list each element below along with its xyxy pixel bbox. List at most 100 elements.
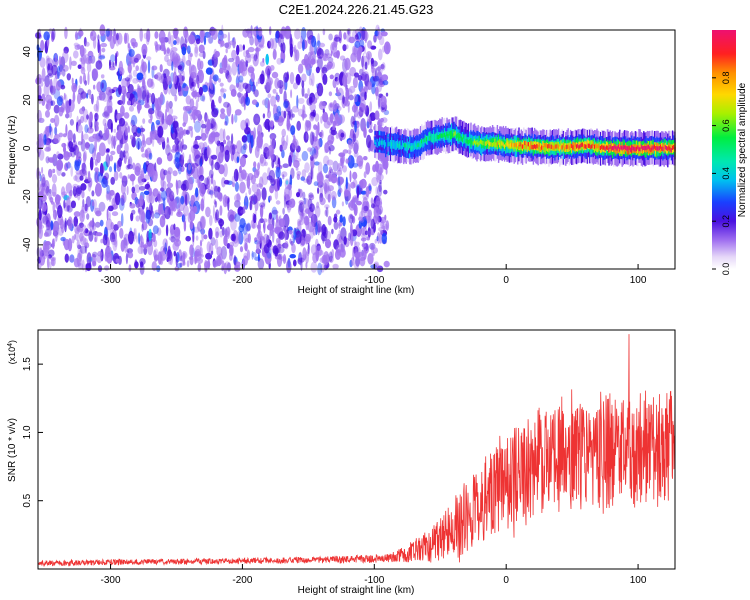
spectrogram-noise-blob	[77, 30, 84, 37]
spectrogram-signal-cell	[505, 142, 507, 148]
spectrogram-noise-blob	[188, 125, 194, 131]
spectrogram-noise-blob	[110, 122, 113, 133]
spectrogram-noise-blob	[210, 186, 214, 199]
spectrogram-noise-blob	[289, 72, 295, 85]
spectrogram-noise-blob	[146, 56, 152, 61]
spectrogram-noise-blob	[361, 71, 367, 81]
spectrogram-noise-blob	[92, 251, 98, 258]
spectrogram-noise-blob	[121, 111, 124, 117]
spectrogram-noise-blob	[164, 54, 169, 63]
snr-y-multiplier: (x104)	[7, 340, 18, 364]
spectrogram-noise-blob	[262, 198, 266, 210]
spectrogram-noise-blob	[155, 119, 161, 125]
spectrogram-signal-cell	[415, 143, 417, 148]
spectrogram-noise-blob	[150, 92, 156, 105]
spectrogram-noise-blob	[170, 236, 176, 243]
spectrogram-noise-blob	[294, 158, 302, 163]
spectrogram-noise-blob	[153, 212, 160, 219]
spectrogram-noise-blob	[256, 241, 260, 253]
spectrogram-noise-blob	[311, 72, 315, 87]
spectrogram-noise-blob	[310, 261, 318, 273]
spectrogram-noise-blob	[139, 261, 144, 268]
spectrogram-noise-blob	[222, 139, 227, 145]
spectrogram-noise-blob	[316, 46, 322, 57]
spectrogram-noise-blob	[45, 219, 51, 231]
spectrogram-noise-blob	[238, 93, 245, 104]
spectrogram-noise-blob	[214, 200, 218, 208]
spectrogram-noise-blob	[289, 109, 293, 121]
spectrogram-noise-blob	[87, 170, 91, 182]
spectrogram-noise-blob	[236, 156, 240, 164]
spectrogram-noise-blob	[308, 68, 312, 81]
spectrogram-noise-blob	[118, 84, 122, 95]
spectrogram-noise-blob	[99, 93, 103, 101]
spectrogram-noise-blob	[49, 85, 54, 94]
spectrogram-signal-cell	[639, 147, 641, 152]
spectrogram-noise-blob	[277, 246, 285, 254]
spectrogram-signal-cell	[611, 146, 614, 151]
spectrogram-signal-cell	[454, 131, 457, 136]
spectrogram-signal-cell	[650, 147, 652, 152]
spectrogram-noise-blob	[241, 64, 248, 77]
spectrogram-noise-blob	[105, 218, 113, 231]
spectrogram-signal-cell	[478, 141, 481, 146]
spectrogram-noise-blob	[45, 55, 50, 62]
spectrogram-noise-blob	[367, 53, 370, 66]
spectrogram-noise-blob	[222, 128, 226, 142]
spectrogram-noise-blob	[308, 194, 315, 201]
spectrogram-noise-blob	[48, 261, 52, 269]
spectrogram-noise-blob	[255, 81, 258, 87]
spectrogram-signal-cell	[573, 144, 575, 149]
spectrogram-signal-cell	[376, 141, 379, 146]
spectrogram-noise-blob	[168, 236, 175, 241]
spectrogram-noise-blob	[245, 83, 252, 94]
spectrogram-noise-blob	[367, 217, 372, 229]
spectrogram-noise-blob	[106, 208, 109, 221]
spectrogram-noise-blob	[199, 174, 205, 182]
spectrogram-signal-cell	[451, 132, 453, 137]
spectrogram-noise-blob	[328, 144, 335, 152]
spectrogram-noise-blob	[160, 204, 164, 212]
spectrogram-signal-cell	[544, 143, 547, 148]
snr-x-axis: -300 -200 -100 0 100	[101, 564, 647, 586]
spectrogram-noise-blob	[245, 60, 249, 68]
spectrogram-noise-blob	[179, 262, 183, 268]
spectrogram-noise-blob	[253, 169, 260, 179]
spectrogram-noise-blob	[223, 179, 230, 185]
spectrogram-noise-blob	[328, 102, 335, 112]
spectrogram-signal-cell	[419, 142, 422, 147]
spectrogram-noise-blob	[181, 214, 186, 223]
spectrogram-signal-cell	[482, 141, 484, 146]
spectrogram-noise-blob	[172, 71, 177, 85]
spectrogram-noise-blob	[340, 132, 345, 138]
spectrogram-signal-cell	[553, 145, 555, 151]
spectrogram-noise-blob	[289, 43, 294, 58]
spectrogram-noise-blob	[363, 156, 368, 161]
spectrogram-signal-cell	[461, 137, 464, 142]
spectrogram-noise-blob	[233, 168, 239, 182]
spectrogram-noise-blob	[234, 113, 238, 123]
spectrogram-noise-blob	[206, 147, 212, 156]
spectrogram-noise-blob	[72, 91, 76, 103]
spectrogram-noise-blob	[182, 213, 187, 226]
spectrogram-signal-cell	[523, 144, 525, 149]
spectrogram-noise-blob	[305, 239, 308, 245]
spectrogram-noise-blob	[132, 97, 137, 107]
spectrogram-noise-blob	[374, 238, 377, 244]
spectrogram-signal-cell	[431, 137, 434, 142]
spectrogram-frame	[37, 29, 676, 270]
spectrogram-noise-blob	[70, 165, 73, 177]
spectrogram-y-tick-label: 40	[22, 46, 33, 58]
spectrogram-signal-cell	[646, 145, 649, 150]
spectrogram-noise-blob	[381, 62, 386, 71]
spectrogram-signal-cell	[620, 145, 622, 150]
spectrogram-noise-blob	[76, 239, 80, 249]
spectrogram-signal-cell	[580, 142, 583, 147]
spectrogram-noise-blob	[267, 93, 272, 98]
spectrogram-noise-blob	[160, 176, 165, 189]
spectrogram-noise-blob	[40, 39, 45, 52]
spectrogram-noise-blob	[234, 213, 241, 222]
spectrogram-signal-cell	[560, 145, 562, 150]
spectrogram-signal-cell	[375, 137, 377, 147]
